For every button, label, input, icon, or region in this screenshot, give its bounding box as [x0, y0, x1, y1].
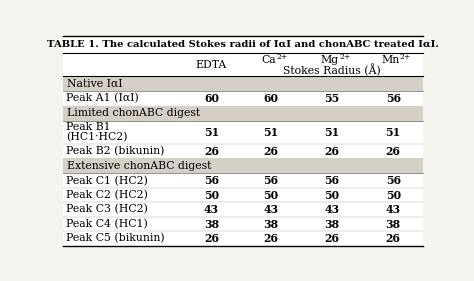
Bar	[63, 231, 423, 246]
Text: (HC1·HC2): (HC1·HC2)	[66, 132, 128, 142]
Bar	[63, 121, 423, 144]
Text: 26: 26	[325, 146, 339, 157]
Text: 56: 56	[386, 175, 401, 186]
Bar	[63, 158, 423, 173]
Text: 56: 56	[204, 175, 219, 186]
Text: 43: 43	[263, 204, 278, 215]
Text: Stokes Radius (Å): Stokes Radius (Å)	[283, 63, 381, 76]
Text: Peak C1 (HC2): Peak C1 (HC2)	[66, 175, 148, 186]
Text: 26: 26	[386, 146, 401, 157]
Text: EDTA: EDTA	[196, 60, 227, 69]
Text: 38: 38	[386, 219, 401, 230]
Text: 26: 26	[264, 233, 278, 244]
Bar	[63, 76, 423, 91]
Text: 26: 26	[386, 233, 401, 244]
Text: Ca: Ca	[261, 55, 276, 65]
Text: Peak C5 (bikunin): Peak C5 (bikunin)	[66, 233, 164, 244]
Text: 60: 60	[204, 93, 219, 104]
Text: Mg: Mg	[320, 55, 338, 65]
Text: Peak C2 (HC2): Peak C2 (HC2)	[66, 190, 148, 200]
Text: Extensive chonABC digest: Extensive chonABC digest	[67, 161, 212, 171]
Text: 56: 56	[263, 175, 278, 186]
Text: 43: 43	[325, 204, 339, 215]
Text: 55: 55	[324, 93, 340, 104]
Text: Peak A1 (IαI): Peak A1 (IαI)	[66, 93, 138, 104]
Bar	[63, 173, 423, 188]
Text: 38: 38	[325, 219, 339, 230]
Text: 56: 56	[386, 93, 401, 104]
Text: 26: 26	[204, 146, 219, 157]
Text: Native IαI: Native IαI	[67, 79, 123, 89]
Text: Peak B1: Peak B1	[66, 122, 110, 132]
Text: 56: 56	[325, 175, 339, 186]
Bar	[63, 53, 423, 76]
Text: 51: 51	[386, 127, 401, 138]
Bar	[63, 91, 423, 106]
Bar	[63, 188, 423, 202]
Bar	[63, 202, 423, 217]
Bar	[63, 217, 423, 231]
Text: Peak C3 (HC2): Peak C3 (HC2)	[66, 204, 148, 215]
Text: 51: 51	[263, 127, 278, 138]
Bar	[63, 144, 423, 158]
Text: 51: 51	[204, 127, 219, 138]
Text: 38: 38	[263, 219, 278, 230]
Text: 2+: 2+	[399, 53, 410, 61]
Text: Mn: Mn	[382, 55, 400, 65]
Text: 26: 26	[325, 233, 339, 244]
Text: Peak C4 (HC1): Peak C4 (HC1)	[66, 219, 147, 229]
Text: Limited chonABC digest: Limited chonABC digest	[67, 108, 201, 118]
Text: 51: 51	[324, 127, 340, 138]
Text: 60: 60	[264, 93, 278, 104]
Bar	[63, 106, 423, 121]
Text: 2+: 2+	[339, 53, 351, 61]
Text: 26: 26	[264, 146, 278, 157]
Text: 50: 50	[204, 190, 219, 201]
Text: 26: 26	[204, 233, 219, 244]
Text: 43: 43	[386, 204, 401, 215]
Text: Peak B2 (bikunin): Peak B2 (bikunin)	[66, 146, 164, 156]
Text: TABLE 1. The calculated Stokes radii of IαI and chonABC treated IαI.: TABLE 1. The calculated Stokes radii of …	[47, 40, 439, 49]
Text: 2+: 2+	[277, 53, 288, 61]
Bar	[63, 36, 423, 53]
Text: 38: 38	[204, 219, 219, 230]
Text: 50: 50	[325, 190, 339, 201]
Text: 50: 50	[263, 190, 278, 201]
Text: 50: 50	[386, 190, 401, 201]
Text: 43: 43	[204, 204, 219, 215]
